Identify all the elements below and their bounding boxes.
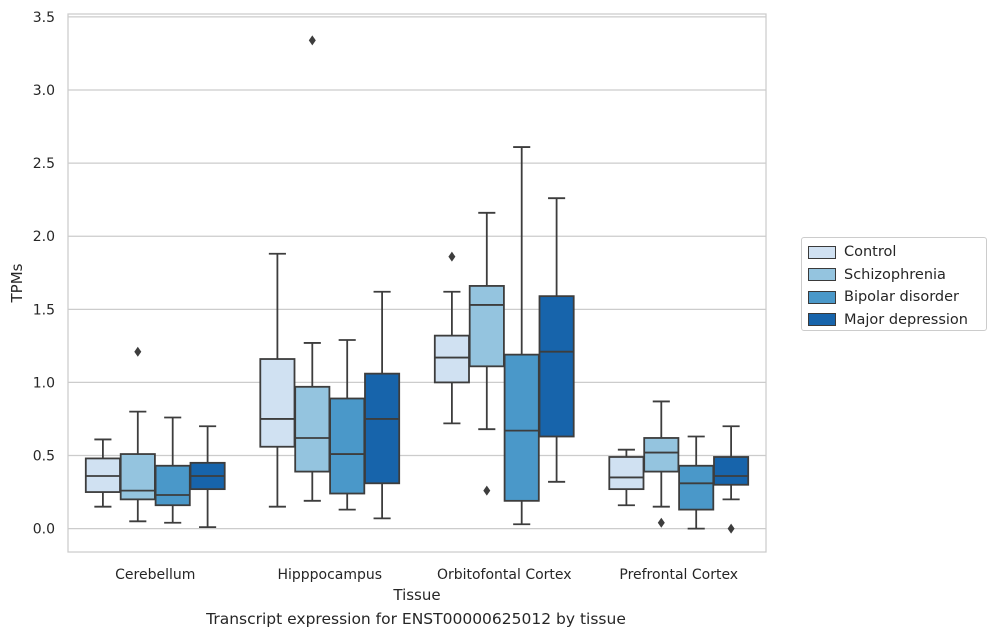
box-group bbox=[119, 346, 156, 523]
outlier-point bbox=[448, 251, 456, 262]
legend-swatch bbox=[808, 268, 836, 282]
outlier-point bbox=[308, 35, 316, 46]
y-tick-label: 0.0 bbox=[33, 522, 55, 538]
x-tick-label: Cerebellum bbox=[115, 567, 195, 583]
y-tick-label: 2.0 bbox=[33, 229, 55, 245]
legend-item-bipolar-disorder: Bipolar disorder bbox=[808, 286, 986, 309]
x-tick-label: Prefrontal Cortex bbox=[619, 567, 738, 583]
box-group bbox=[538, 197, 575, 483]
y-tick-label: 1.0 bbox=[33, 375, 55, 391]
x-tick-labels: Cerebellum Hipppocampus Orbitofontal Corte… bbox=[115, 567, 738, 583]
y-tick-labels: 0.0 0.5 1.0 1.5 2.0 2.5 3.0 3.5 bbox=[33, 10, 55, 538]
box bbox=[538, 295, 575, 438]
box-group bbox=[713, 425, 750, 534]
y-tick-label: 3.0 bbox=[33, 83, 55, 99]
legend-label: Schizophrenia bbox=[844, 266, 946, 283]
outlier-point bbox=[727, 523, 735, 534]
y-tick-label: 1.5 bbox=[33, 302, 55, 318]
box-group bbox=[294, 35, 331, 502]
box bbox=[643, 437, 680, 473]
legend-item-schizophrenia: Schizophrenia bbox=[808, 264, 986, 287]
y-tick-label: 0.5 bbox=[33, 449, 55, 465]
box bbox=[713, 456, 750, 486]
x-axis-label: Tissue bbox=[392, 586, 440, 604]
box-series bbox=[84, 35, 750, 534]
box bbox=[468, 285, 505, 368]
box-group bbox=[608, 448, 645, 507]
box-group bbox=[154, 416, 191, 524]
outlier-point bbox=[483, 485, 491, 496]
box bbox=[119, 453, 156, 501]
box bbox=[503, 353, 540, 502]
outlier-point bbox=[657, 517, 665, 528]
legend-item-control: Control bbox=[808, 241, 986, 264]
x-tick-label: Orbitofontal Cortex bbox=[437, 567, 572, 583]
box bbox=[259, 358, 296, 448]
box bbox=[329, 397, 366, 495]
box-group bbox=[189, 425, 226, 529]
box-group bbox=[84, 438, 121, 508]
legend: Control Schizophrenia Bipolar disorder M… bbox=[801, 237, 987, 331]
box bbox=[678, 464, 715, 511]
legend-swatch bbox=[808, 245, 836, 259]
box bbox=[294, 385, 331, 473]
box bbox=[364, 372, 401, 485]
box bbox=[608, 456, 645, 491]
box-group bbox=[468, 211, 505, 496]
box-group bbox=[259, 252, 296, 508]
y-tick-label: 2.5 bbox=[33, 156, 55, 172]
y-axis-label: TPMs bbox=[8, 263, 26, 303]
legend-swatch bbox=[808, 290, 836, 304]
x-tick-label: Hipppocampus bbox=[277, 567, 382, 583]
box-group bbox=[364, 290, 401, 520]
box bbox=[154, 464, 191, 507]
box-group bbox=[503, 146, 540, 526]
box-group bbox=[433, 251, 470, 425]
box-group bbox=[678, 435, 715, 530]
legend-label: Major depression bbox=[844, 311, 968, 328]
box bbox=[433, 334, 470, 384]
legend-label: Control bbox=[844, 244, 897, 261]
box-group bbox=[643, 400, 680, 528]
box-group bbox=[329, 339, 366, 511]
chart-caption: Transcript expression for ENST0000062501… bbox=[206, 610, 626, 628]
y-tick-label: 3.5 bbox=[33, 10, 55, 26]
legend-label: Bipolar disorder bbox=[844, 289, 959, 306]
legend-swatch bbox=[808, 313, 836, 327]
outlier-point bbox=[134, 346, 142, 357]
legend-item-major-depression: Major depression bbox=[808, 309, 986, 332]
